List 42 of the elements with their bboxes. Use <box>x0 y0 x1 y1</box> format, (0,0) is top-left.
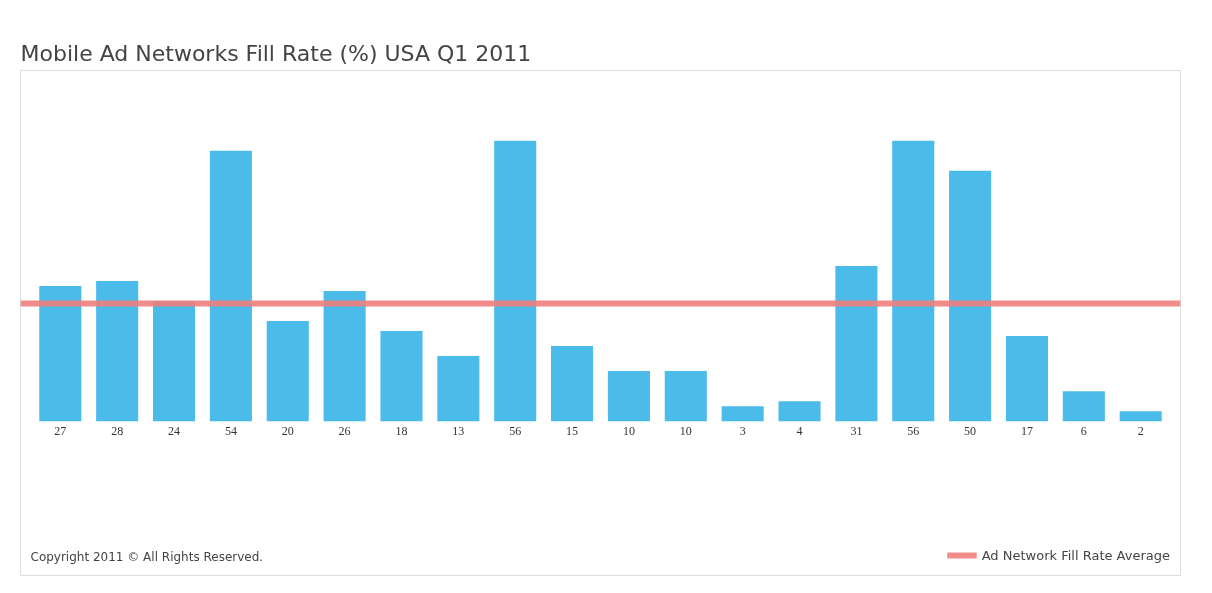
legend-label: Ad Network Fill Rate Average <box>981 547 1170 563</box>
data-label: 56 <box>907 424 920 439</box>
bar <box>607 371 650 422</box>
data-label: 6 <box>1080 424 1087 439</box>
data-label: 26 <box>338 424 351 439</box>
data-label: 15 <box>566 424 579 439</box>
data-label: 2 <box>1137 424 1144 439</box>
data-label: 24 <box>168 424 181 439</box>
bar <box>551 346 594 422</box>
bar <box>721 406 764 422</box>
data-label: 3 <box>739 424 746 439</box>
bar <box>892 140 935 422</box>
bar <box>266 321 309 422</box>
bar <box>380 331 423 422</box>
bar <box>835 265 878 422</box>
data-label: 18 <box>395 424 408 439</box>
bar <box>437 356 480 422</box>
text: Copyright 2011 © All Rights Reserved. <box>30 549 264 564</box>
data-label: 10 <box>622 424 635 439</box>
data-label: 4 <box>796 424 803 439</box>
chart-title: Mobile Ad Networks Fill Rate (%) USA Q1 2011 <box>20 40 532 66</box>
bar <box>1005 336 1049 422</box>
data-label: 13 <box>452 424 465 439</box>
bar <box>39 285 82 422</box>
bar <box>494 140 537 422</box>
bar <box>664 371 707 422</box>
bar <box>1062 391 1105 422</box>
data-label: 27 <box>54 424 67 439</box>
bar <box>1119 411 1162 422</box>
bar <box>209 150 252 422</box>
bar <box>778 401 821 422</box>
bar <box>96 280 139 422</box>
bar <box>323 290 366 422</box>
bar <box>949 170 992 422</box>
data-label: 28 <box>111 424 124 439</box>
data-label: 31 <box>850 424 863 439</box>
data-label: 20 <box>281 424 294 439</box>
data-label: 54 <box>224 424 237 439</box>
data-label: 10 <box>679 424 692 439</box>
data-label: 50 <box>964 424 977 439</box>
data-label: 56 <box>509 424 522 439</box>
data-label: 17 <box>1020 424 1033 439</box>
